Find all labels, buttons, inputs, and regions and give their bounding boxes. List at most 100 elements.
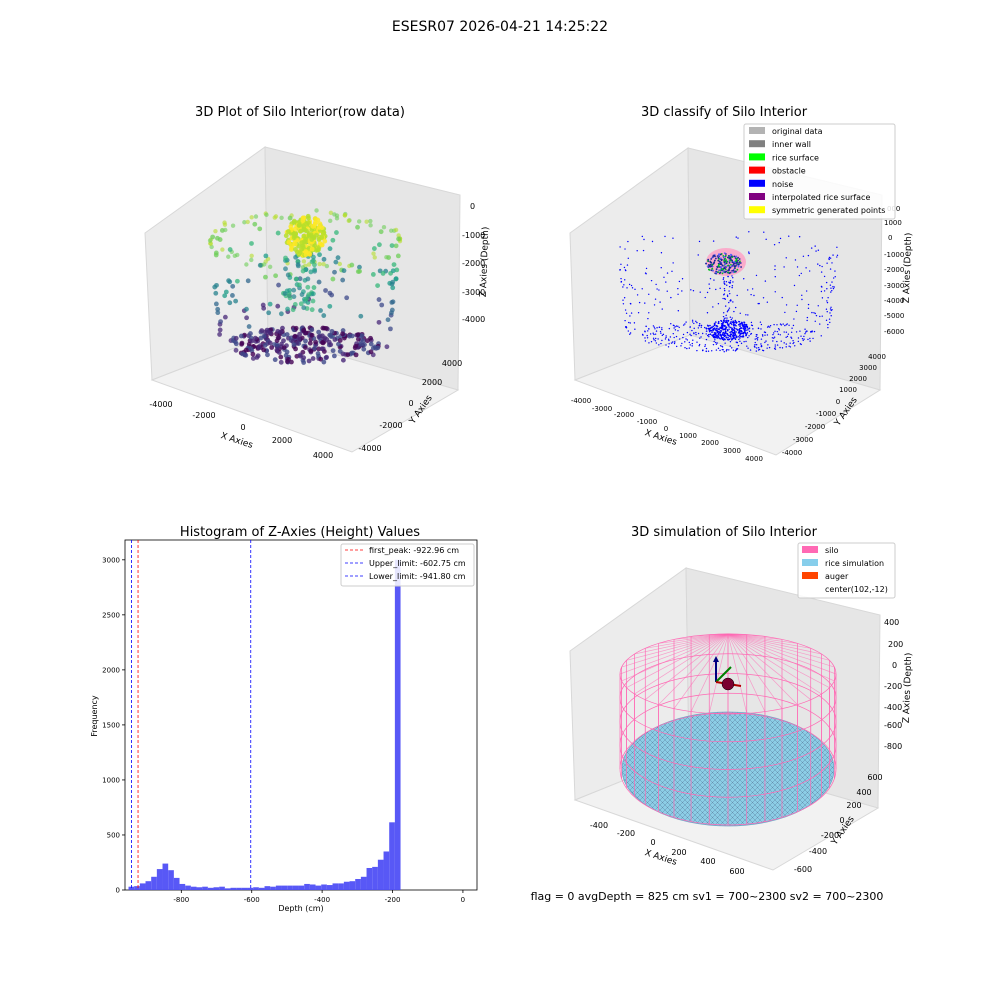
- noise-point: [723, 351, 725, 353]
- scatter-point: [318, 356, 324, 362]
- noise-point: [648, 312, 650, 314]
- z-tick-label: 400: [884, 618, 899, 627]
- x-tick-label: 0: [240, 423, 245, 432]
- noise-point: [682, 333, 685, 336]
- noise-point: [766, 347, 768, 349]
- noise-point: [803, 335, 805, 338]
- noise-point: [668, 343, 670, 345]
- noise-point: [831, 262, 833, 264]
- noise-point: [713, 279, 715, 281]
- scatter-point: [321, 359, 327, 365]
- legend-box: [797, 542, 896, 599]
- rice-surface-point: [707, 268, 710, 271]
- noise-point: [765, 340, 767, 342]
- legend-swatch: [802, 546, 818, 553]
- y-tick-label: 0: [836, 398, 840, 406]
- scatter-point: [291, 287, 297, 293]
- y-tick-label: -3000: [793, 436, 813, 444]
- scatter-point: [321, 313, 327, 318]
- scatter-point: [283, 255, 288, 261]
- histogram-bar: [332, 883, 339, 890]
- histogram-bar: [253, 887, 259, 890]
- noise-point: [735, 328, 738, 330]
- z-tick-label: 200: [888, 640, 903, 649]
- scatter-point: [329, 292, 335, 298]
- x-tick-label: -400: [590, 821, 608, 830]
- noise-point: [830, 315, 832, 317]
- noise-point: [764, 280, 767, 282]
- scatter-point: [393, 227, 399, 233]
- histogram-bar: [185, 885, 191, 890]
- noise-point: [619, 246, 621, 248]
- noise-point: [724, 325, 726, 328]
- histogram-bar: [134, 886, 140, 890]
- scatter-point: [291, 294, 297, 300]
- noise-point: [739, 325, 741, 328]
- scatter-point: [275, 303, 281, 309]
- scatter-point: [299, 246, 304, 252]
- noise-point: [735, 349, 738, 351]
- noise-point: [644, 302, 646, 304]
- x-tick-label: 2000: [701, 439, 719, 447]
- noise-point: [711, 331, 713, 334]
- rice-surface-point: [731, 259, 734, 262]
- rice-surface-point: [723, 259, 726, 262]
- scatter-point: [281, 345, 287, 351]
- scatter-point: [353, 343, 359, 349]
- legend: first_peak: -922.96 cm Upper_limit: -602.…: [340, 543, 475, 587]
- scatter-point: [227, 300, 233, 306]
- scatter-point: [305, 276, 311, 282]
- x-tick-label: -400: [314, 896, 330, 904]
- noise-point: [654, 340, 657, 342]
- scatter-point: [259, 328, 265, 334]
- noise-point: [760, 345, 763, 347]
- scatter-point: [353, 352, 359, 358]
- noise-point: [742, 325, 745, 328]
- noise-point: [646, 337, 649, 339]
- noise-point: [748, 231, 750, 233]
- noise-point: [727, 320, 730, 322]
- noise-point: [721, 337, 724, 339]
- noise-point: [622, 303, 625, 305]
- noise-point: [763, 231, 765, 233]
- noise-point: [799, 330, 801, 332]
- noise-point: [803, 338, 805, 340]
- noise-point: [673, 324, 675, 327]
- rice-surface-point: [718, 269, 720, 272]
- noise-point: [831, 308, 833, 311]
- noise-point: [717, 320, 720, 323]
- auger-marker: [713, 656, 742, 691]
- rice-surface-point: [734, 265, 737, 268]
- noise-point: [742, 335, 745, 337]
- y-ticks: 0 500 1000 1500 2000 2500 3000: [102, 556, 125, 895]
- scatter-point: [340, 277, 346, 283]
- noise-point: [766, 334, 769, 336]
- scatter-point: [274, 347, 280, 353]
- noise-point: [730, 318, 733, 321]
- noise-point: [774, 346, 776, 348]
- noise-point: [827, 297, 829, 299]
- scatter-point: [378, 229, 384, 235]
- noise-point: [652, 332, 654, 334]
- rice-surface-point: [732, 269, 735, 272]
- noise-point: [768, 326, 771, 328]
- noise-point: [713, 340, 715, 343]
- noise-point: [743, 328, 745, 330]
- noise-point: [642, 249, 645, 252]
- noise-point: [725, 321, 728, 323]
- noise-point: [726, 311, 729, 313]
- rice-surface-point: [710, 265, 713, 267]
- noise-point: [729, 280, 732, 282]
- noise-point: [655, 283, 657, 286]
- noise-point: [755, 274, 758, 277]
- legend-swatch: [749, 140, 765, 148]
- scatter-point: [215, 306, 221, 312]
- noise-point: [730, 321, 732, 323]
- scatter-point: [381, 225, 387, 230]
- noise-point: [721, 333, 724, 336]
- histogram-bar: [264, 886, 271, 890]
- z-tick-label: -4000: [884, 297, 904, 305]
- noise-point: [832, 286, 834, 288]
- noise-point: [643, 238, 645, 241]
- histogram-bar: [224, 888, 231, 890]
